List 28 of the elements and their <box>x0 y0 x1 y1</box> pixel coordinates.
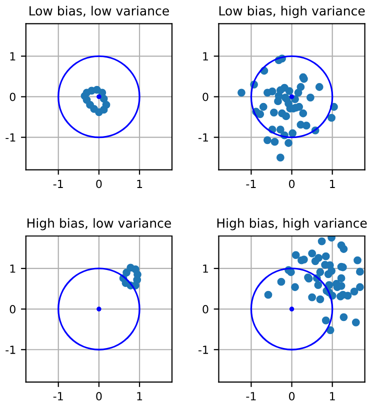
x-tick-label: 1 <box>137 180 142 188</box>
x-tick-label: -1 <box>246 392 256 400</box>
y-tick-label: -1 <box>6 133 16 142</box>
y-tick-label: 1 <box>10 52 16 60</box>
x-tick-label: 1 <box>330 180 335 188</box>
chart-title: Low bias, high variance <box>219 6 365 18</box>
x-tick-label: 0 <box>288 180 295 188</box>
x-tick-label: 0 <box>96 392 102 400</box>
chart-title: High bias, low variance <box>27 218 171 230</box>
chart-title: High bias, high variance <box>217 218 367 230</box>
x-tick-label: -1 <box>53 180 63 188</box>
chart-title: Low bias, low variance <box>30 6 169 17</box>
y-tick-label: 0 <box>202 92 208 102</box>
y-tick-label: 1 <box>203 264 208 273</box>
y-tick-label: 0 <box>202 305 208 314</box>
x-tick-label: 1 <box>137 392 142 400</box>
y-tick-label: 1 <box>203 52 208 60</box>
y-tick-label: 1 <box>10 264 16 273</box>
x-tick-label: 0 <box>288 392 295 400</box>
x-tick-label: -1 <box>53 392 63 400</box>
x-tick-label: -1 <box>246 180 256 188</box>
x-tick-label: 0 <box>96 180 102 188</box>
y-tick-label: 0 <box>10 92 16 102</box>
y-tick-label: -1 <box>198 133 208 142</box>
y-tick-label: -1 <box>198 346 208 354</box>
y-tick-label: -1 <box>6 346 16 354</box>
x-tick-label: 1 <box>330 392 335 400</box>
y-tick-label: 0 <box>10 305 16 314</box>
